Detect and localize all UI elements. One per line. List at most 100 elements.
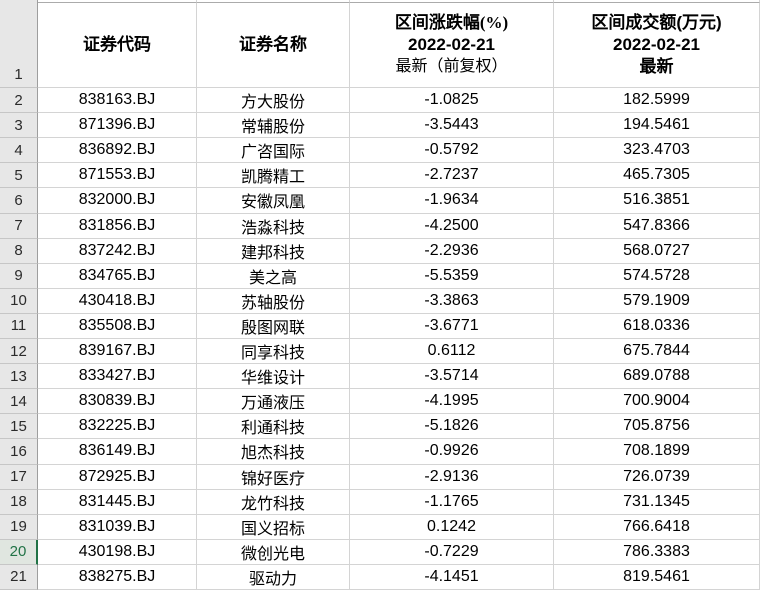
cell-turnover[interactable]: 618.0336 — [554, 313, 760, 339]
cell-turnover[interactable]: 689.0788 — [554, 364, 760, 390]
cell-code[interactable]: 430418.BJ — [38, 288, 197, 314]
cell-code[interactable]: 839167.BJ — [38, 339, 197, 365]
row-number[interactable]: 18 — [0, 489, 38, 515]
row-header-1[interactable]: 1 — [0, 3, 38, 88]
cell-code[interactable]: 836892.BJ — [38, 138, 197, 164]
cell-code[interactable]: 831039.BJ — [38, 514, 197, 540]
cell-pct-change[interactable]: -5.5359 — [350, 263, 554, 289]
cell-code[interactable]: 838163.BJ — [38, 88, 197, 114]
cell-pct-change[interactable]: -5.1826 — [350, 414, 554, 440]
cell-pct-change[interactable]: -2.2936 — [350, 238, 554, 264]
row-number[interactable]: 8 — [0, 238, 38, 264]
cell-code[interactable]: 836149.BJ — [38, 439, 197, 465]
cell-name[interactable]: 广咨国际 — [197, 138, 350, 164]
cell-code[interactable]: 831856.BJ — [38, 213, 197, 239]
column-header-turnover[interactable]: 区间成交额(万元) 2022-02-21 最新 — [554, 3, 760, 88]
cell-pct-change[interactable]: -1.9634 — [350, 188, 554, 214]
cell-name[interactable]: 常辅股份 — [197, 113, 350, 139]
cell-name[interactable]: 同享科技 — [197, 339, 350, 365]
cell-pct-change[interactable]: -0.5792 — [350, 138, 554, 164]
cell-code[interactable]: 838275.BJ — [38, 564, 197, 590]
row-number[interactable]: 9 — [0, 263, 38, 289]
cell-pct-change[interactable]: 0.1242 — [350, 514, 554, 540]
cell-pct-change[interactable]: -4.1995 — [350, 389, 554, 415]
row-number[interactable]: 11 — [0, 313, 38, 339]
cell-name[interactable]: 安徽凤凰 — [197, 188, 350, 214]
cell-name[interactable]: 龙竹科技 — [197, 489, 350, 515]
cell-name[interactable]: 驱动力 — [197, 564, 350, 590]
cell-turnover[interactable]: 568.0727 — [554, 238, 760, 264]
cell-name[interactable]: 微创光电 — [197, 539, 350, 565]
cell-code[interactable]: 830839.BJ — [38, 389, 197, 415]
cell-turnover[interactable]: 323.4703 — [554, 138, 760, 164]
cell-turnover[interactable]: 194.5461 — [554, 113, 760, 139]
cell-code[interactable]: 832000.BJ — [38, 188, 197, 214]
row-number[interactable]: 7 — [0, 213, 38, 239]
cell-code[interactable]: 837242.BJ — [38, 238, 197, 264]
cell-pct-change[interactable]: 0.6112 — [350, 339, 554, 365]
cell-pct-change[interactable]: -3.5714 — [350, 364, 554, 390]
cell-turnover[interactable]: 766.6418 — [554, 514, 760, 540]
cell-pct-change[interactable]: -4.2500 — [350, 213, 554, 239]
cell-name[interactable]: 锦好医疗 — [197, 464, 350, 490]
cell-name[interactable]: 华维设计 — [197, 364, 350, 390]
row-number[interactable]: 3 — [0, 113, 38, 139]
column-header-code[interactable]: 证券代码 — [38, 3, 197, 88]
cell-pct-change[interactable]: -1.1765 — [350, 489, 554, 515]
cell-pct-change[interactable]: -0.9926 — [350, 439, 554, 465]
row-number[interactable]: 6 — [0, 188, 38, 214]
cell-code[interactable]: 871396.BJ — [38, 113, 197, 139]
cell-name[interactable]: 苏轴股份 — [197, 288, 350, 314]
row-number[interactable]: 19 — [0, 514, 38, 540]
cell-turnover[interactable]: 182.5999 — [554, 88, 760, 114]
row-number[interactable]: 14 — [0, 389, 38, 415]
cell-turnover[interactable]: 465.7305 — [554, 163, 760, 189]
row-number[interactable]: 17 — [0, 464, 38, 490]
cell-name[interactable]: 美之高 — [197, 263, 350, 289]
cell-pct-change[interactable]: -3.6771 — [350, 313, 554, 339]
cell-turnover[interactable]: 726.0739 — [554, 464, 760, 490]
column-header-name[interactable]: 证券名称 — [197, 3, 350, 88]
cell-code[interactable]: 430198.BJ — [38, 539, 197, 565]
cell-code[interactable]: 872925.BJ — [38, 464, 197, 490]
row-number[interactable]: 12 — [0, 339, 38, 365]
cell-code[interactable]: 835508.BJ — [38, 313, 197, 339]
cell-turnover[interactable]: 786.3383 — [554, 539, 760, 565]
cell-code[interactable]: 833427.BJ — [38, 364, 197, 390]
cell-code[interactable]: 832225.BJ — [38, 414, 197, 440]
row-number[interactable]: 13 — [0, 364, 38, 390]
cell-name[interactable]: 利通科技 — [197, 414, 350, 440]
row-number[interactable]: 16 — [0, 439, 38, 465]
cell-pct-change[interactable]: -3.3863 — [350, 288, 554, 314]
cell-pct-change[interactable]: -2.9136 — [350, 464, 554, 490]
cell-name[interactable]: 凯腾精工 — [197, 163, 350, 189]
cell-turnover[interactable]: 547.8366 — [554, 213, 760, 239]
cell-turnover[interactable]: 579.1909 — [554, 288, 760, 314]
cell-name[interactable]: 殷图网联 — [197, 313, 350, 339]
cell-turnover[interactable]: 700.9004 — [554, 389, 760, 415]
row-number[interactable]: 20 — [0, 539, 38, 565]
cell-code[interactable]: 834765.BJ — [38, 263, 197, 289]
row-number[interactable]: 4 — [0, 138, 38, 164]
cell-name[interactable]: 方大股份 — [197, 88, 350, 114]
cell-pct-change[interactable]: -1.0825 — [350, 88, 554, 114]
cell-name[interactable]: 建邦科技 — [197, 238, 350, 264]
cell-turnover[interactable]: 819.5461 — [554, 564, 760, 590]
cell-name[interactable]: 浩淼科技 — [197, 213, 350, 239]
row-number[interactable]: 2 — [0, 88, 38, 114]
cell-turnover[interactable]: 708.1899 — [554, 439, 760, 465]
cell-name[interactable]: 旭杰科技 — [197, 439, 350, 465]
cell-turnover[interactable]: 705.8756 — [554, 414, 760, 440]
cell-pct-change[interactable]: -0.7229 — [350, 539, 554, 565]
row-number[interactable]: 21 — [0, 564, 38, 590]
cell-name[interactable]: 国义招标 — [197, 514, 350, 540]
cell-turnover[interactable]: 574.5728 — [554, 263, 760, 289]
cell-turnover[interactable]: 675.7844 — [554, 339, 760, 365]
row-number[interactable]: 10 — [0, 288, 38, 314]
cell-turnover[interactable]: 516.3851 — [554, 188, 760, 214]
cell-turnover[interactable]: 731.1345 — [554, 489, 760, 515]
row-number[interactable]: 5 — [0, 163, 38, 189]
row-number[interactable]: 15 — [0, 414, 38, 440]
cell-pct-change[interactable]: -3.5443 — [350, 113, 554, 139]
column-header-pct-change[interactable]: 区间涨跌幅(%) 2022-02-21 最新（前复权） — [350, 3, 554, 88]
